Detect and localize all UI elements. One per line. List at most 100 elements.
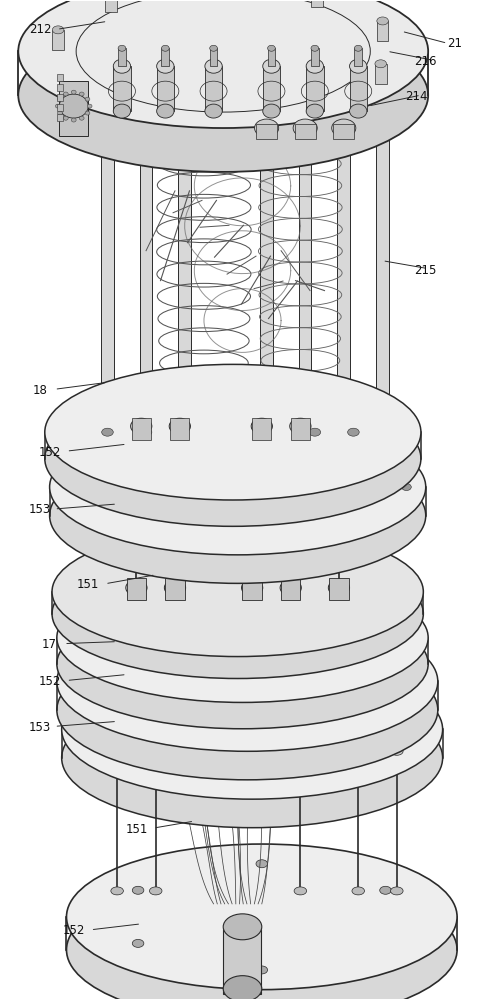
Ellipse shape xyxy=(58,111,62,115)
Bar xyxy=(150,592,161,681)
Bar xyxy=(59,81,88,136)
Ellipse shape xyxy=(49,448,425,583)
Bar xyxy=(374,64,386,84)
Bar xyxy=(375,71,388,400)
Ellipse shape xyxy=(331,119,355,137)
Ellipse shape xyxy=(93,678,103,685)
Bar xyxy=(296,625,313,645)
Bar xyxy=(209,48,217,66)
Ellipse shape xyxy=(18,0,427,128)
Ellipse shape xyxy=(256,966,267,974)
Bar xyxy=(290,418,309,440)
Ellipse shape xyxy=(149,887,162,895)
Ellipse shape xyxy=(103,726,112,733)
Text: 214: 214 xyxy=(404,90,426,103)
Bar xyxy=(310,48,318,66)
Text: 18: 18 xyxy=(32,384,47,397)
Ellipse shape xyxy=(324,678,333,685)
Ellipse shape xyxy=(79,116,84,120)
Bar xyxy=(267,48,275,66)
Bar xyxy=(118,48,125,66)
Ellipse shape xyxy=(149,747,162,755)
Bar xyxy=(137,625,154,645)
Bar xyxy=(298,71,311,400)
Ellipse shape xyxy=(169,418,190,434)
Ellipse shape xyxy=(293,887,306,895)
Ellipse shape xyxy=(295,625,314,639)
Text: 152: 152 xyxy=(38,675,60,688)
Ellipse shape xyxy=(285,678,295,685)
Ellipse shape xyxy=(204,104,222,118)
Bar xyxy=(111,592,122,681)
Bar xyxy=(126,578,146,600)
Ellipse shape xyxy=(71,90,76,94)
Bar xyxy=(111,432,122,487)
Ellipse shape xyxy=(71,118,76,122)
Ellipse shape xyxy=(324,484,333,491)
Bar xyxy=(294,124,315,139)
Ellipse shape xyxy=(254,119,278,137)
Ellipse shape xyxy=(349,104,366,118)
Ellipse shape xyxy=(262,59,280,73)
Ellipse shape xyxy=(209,45,217,51)
Ellipse shape xyxy=(132,886,144,894)
Ellipse shape xyxy=(293,747,306,755)
Ellipse shape xyxy=(241,580,262,596)
Bar xyxy=(385,592,397,681)
Bar xyxy=(57,114,62,121)
Bar xyxy=(308,432,320,487)
Ellipse shape xyxy=(102,634,113,642)
Ellipse shape xyxy=(55,104,60,108)
Bar xyxy=(101,71,114,400)
Bar xyxy=(188,592,200,681)
Ellipse shape xyxy=(347,428,359,436)
Ellipse shape xyxy=(374,60,386,68)
Bar xyxy=(337,71,349,400)
Ellipse shape xyxy=(391,726,401,733)
Ellipse shape xyxy=(130,418,151,434)
Ellipse shape xyxy=(175,625,194,639)
Ellipse shape xyxy=(85,111,90,115)
Bar xyxy=(156,66,174,111)
Ellipse shape xyxy=(113,59,130,73)
Bar xyxy=(140,480,151,555)
Ellipse shape xyxy=(354,45,362,51)
Bar xyxy=(204,66,222,111)
Text: 152: 152 xyxy=(62,924,85,937)
Ellipse shape xyxy=(305,59,323,73)
Bar xyxy=(170,418,189,440)
Ellipse shape xyxy=(63,116,68,120)
Ellipse shape xyxy=(305,104,323,118)
Ellipse shape xyxy=(251,418,272,434)
Ellipse shape xyxy=(125,580,147,596)
Ellipse shape xyxy=(118,45,125,51)
Ellipse shape xyxy=(363,678,372,685)
Bar xyxy=(188,432,200,487)
Ellipse shape xyxy=(45,364,420,500)
Ellipse shape xyxy=(140,634,151,642)
Ellipse shape xyxy=(111,747,123,755)
Bar xyxy=(105,0,117,12)
Ellipse shape xyxy=(58,97,62,101)
Ellipse shape xyxy=(351,887,364,895)
Ellipse shape xyxy=(308,634,320,642)
Bar xyxy=(262,66,280,111)
Text: 153: 153 xyxy=(29,721,51,734)
Ellipse shape xyxy=(66,844,456,990)
Ellipse shape xyxy=(93,484,103,491)
Ellipse shape xyxy=(204,59,222,73)
Ellipse shape xyxy=(85,97,90,101)
Ellipse shape xyxy=(180,726,189,733)
Text: 151: 151 xyxy=(77,578,99,591)
Ellipse shape xyxy=(52,26,64,34)
Ellipse shape xyxy=(349,59,366,73)
Ellipse shape xyxy=(164,580,185,596)
Ellipse shape xyxy=(308,428,320,436)
Ellipse shape xyxy=(66,877,456,1000)
Ellipse shape xyxy=(140,428,151,436)
Ellipse shape xyxy=(285,484,295,491)
Ellipse shape xyxy=(136,625,155,639)
Bar xyxy=(241,480,253,555)
Ellipse shape xyxy=(49,419,425,555)
Ellipse shape xyxy=(156,104,174,118)
